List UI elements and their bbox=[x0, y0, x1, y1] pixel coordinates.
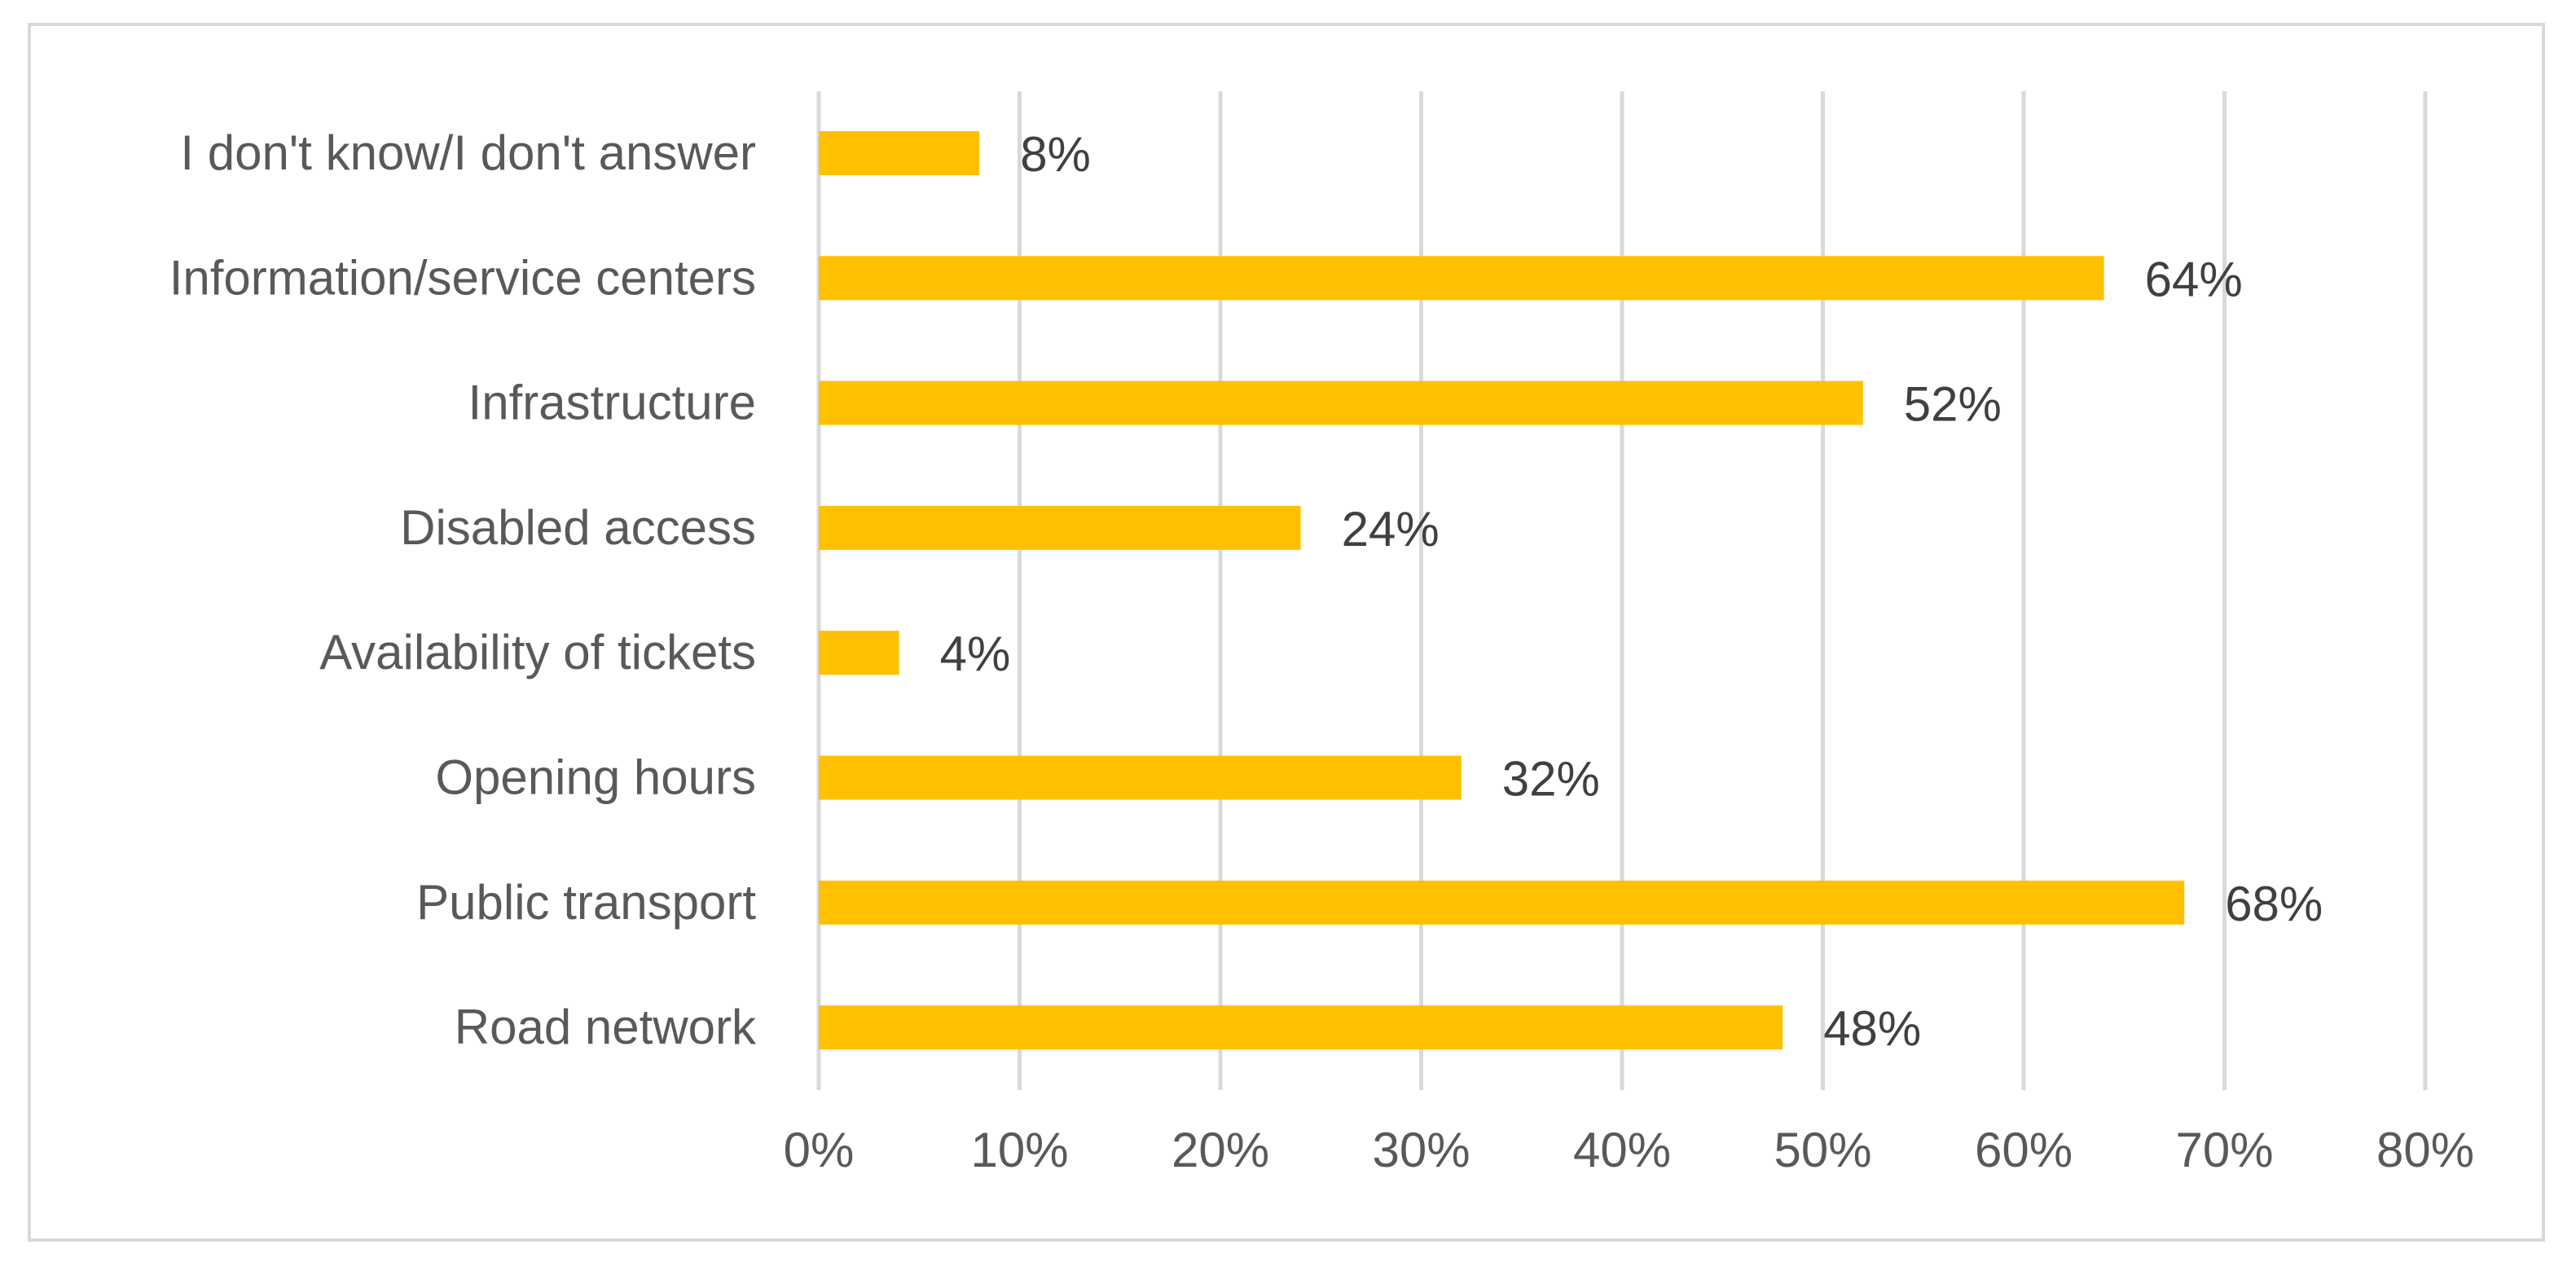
x-tick-label: 70% bbox=[2175, 1123, 2273, 1177]
category-label: Information/service centers bbox=[169, 250, 756, 305]
bar bbox=[819, 1005, 1783, 1050]
data-labels: 8% 64% 52% 24% 4% 32% 68% 48% bbox=[940, 127, 2323, 1056]
gridlines bbox=[816, 91, 2428, 1090]
data-label: 52% bbox=[1904, 377, 2002, 432]
data-label: 8% bbox=[1020, 127, 1091, 182]
bar bbox=[819, 131, 980, 175]
x-tick-label: 40% bbox=[1573, 1123, 1671, 1177]
bar bbox=[819, 505, 1301, 550]
data-label: 48% bbox=[1823, 1001, 1921, 1056]
category-label: Road network bbox=[455, 1000, 757, 1054]
data-label: 4% bbox=[940, 627, 1011, 681]
data-label: 24% bbox=[1342, 502, 1440, 556]
data-label: 32% bbox=[1502, 752, 1600, 807]
category-label: I don't know/I don't answer bbox=[180, 125, 756, 180]
category-label: Disabled access bbox=[400, 500, 756, 555]
bars bbox=[819, 131, 2185, 1050]
category-label: Opening hours bbox=[435, 750, 756, 805]
data-label: 68% bbox=[2225, 877, 2323, 931]
category-label: Availability of tickets bbox=[319, 625, 756, 679]
x-tick-label: 30% bbox=[1372, 1123, 1470, 1177]
bar bbox=[819, 631, 899, 675]
x-tick-label: 50% bbox=[1774, 1123, 1871, 1177]
x-tick-label: 60% bbox=[1975, 1123, 2073, 1177]
x-tick-label: 20% bbox=[1172, 1123, 1269, 1177]
value-axis: 0% 10% 20% 30% 40% 50% 60% 70% 80% bbox=[784, 1123, 2474, 1177]
bar bbox=[819, 380, 1863, 425]
x-tick-label: 10% bbox=[970, 1123, 1068, 1177]
bar bbox=[819, 256, 2104, 301]
bar bbox=[819, 880, 2185, 925]
bar bbox=[819, 755, 1462, 800]
category-label: Infrastructure bbox=[468, 376, 756, 430]
category-label: Public transport bbox=[416, 875, 756, 930]
x-tick-label: 0% bbox=[784, 1123, 855, 1177]
data-label: 64% bbox=[2145, 252, 2243, 306]
x-tick-label: 80% bbox=[2376, 1123, 2474, 1177]
category-axis: I don't know/I don't answer Information/s… bbox=[169, 125, 757, 1054]
